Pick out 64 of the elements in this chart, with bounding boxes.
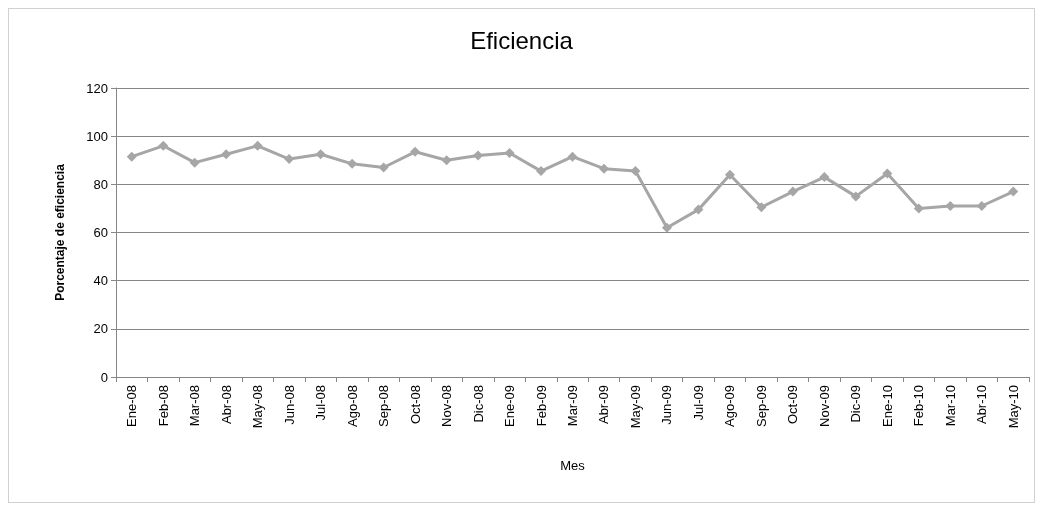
point: [252, 140, 263, 151]
x-tick-label: Abr-08: [218, 385, 234, 425]
point: [661, 222, 672, 233]
y-tick-label: 40: [93, 273, 108, 289]
x-tick-label: Oct-09: [785, 385, 801, 425]
x-tick-label: Jun-09: [659, 385, 675, 425]
y-tick-label: 100: [86, 128, 108, 144]
x-tick-label: Jul-09: [690, 385, 706, 421]
x-tick-label: Feb-08: [155, 385, 171, 427]
x-tick-label: Dic-09: [848, 385, 864, 423]
point: [315, 149, 326, 160]
point: [882, 168, 893, 179]
point: [410, 146, 421, 157]
x-tick-label: Dic-08: [470, 385, 486, 423]
point: [221, 149, 232, 160]
x-tick-label: Feb-09: [533, 385, 549, 427]
x-tick-label: Nov-09: [816, 385, 832, 427]
y-tick-label: 0: [100, 369, 108, 385]
y-tick-label: 60: [93, 225, 108, 240]
point: [787, 186, 798, 197]
point: [850, 191, 861, 202]
x-tick-label: Ene-10: [879, 385, 895, 427]
point: [189, 157, 200, 168]
x-tick-label: Ene-08: [124, 385, 140, 427]
x-tick-label: Mar-08: [187, 385, 203, 427]
point: [567, 151, 578, 162]
x-tick-label: Sep-09: [753, 385, 769, 427]
x-tick-label: Ago-09: [722, 385, 738, 427]
x-tick-label: Jun-08: [281, 385, 297, 425]
point: [819, 172, 830, 183]
point: [598, 163, 609, 174]
x-tick-label: Feb-10: [911, 385, 927, 427]
y-axis-title: Porcentaje de eficiencia: [53, 163, 67, 301]
point: [693, 204, 704, 215]
y-tick-label: 80: [93, 176, 108, 192]
x-tick-label: Jul-08: [313, 385, 329, 421]
point: [1008, 186, 1019, 197]
point: [913, 203, 924, 214]
y-tick-label: 120: [86, 80, 108, 96]
y-tick-label: 20: [93, 321, 108, 337]
point: [630, 166, 641, 177]
x-tick-label: Oct-08: [407, 385, 423, 425]
x-tick-label: Ene-09: [502, 385, 518, 427]
point: [284, 154, 295, 165]
point: [724, 169, 735, 180]
x-tick-label: Abr-09: [596, 385, 612, 425]
x-tick-label: May-08: [250, 385, 266, 429]
x-tick-label: Nov-08: [439, 385, 455, 427]
x-axis-title: Mes: [560, 458, 586, 473]
point: [378, 162, 389, 173]
chart-title: Eficiencia: [470, 26, 574, 54]
x-tick-label: May-10: [1005, 385, 1021, 429]
x-tick-label: Mar-09: [565, 385, 580, 427]
point: [158, 140, 169, 151]
point: [504, 148, 515, 159]
x-tick-label: May-09: [627, 385, 643, 429]
x-tick-label: Abr-10: [974, 385, 990, 425]
point: [441, 155, 452, 166]
point: [126, 151, 137, 162]
x-tick-label: Ago-08: [344, 385, 360, 427]
point: [756, 202, 767, 213]
point: [536, 166, 547, 177]
x-tick-label: Sep-08: [376, 385, 392, 427]
x-tick-label: Mar-10: [942, 385, 958, 427]
